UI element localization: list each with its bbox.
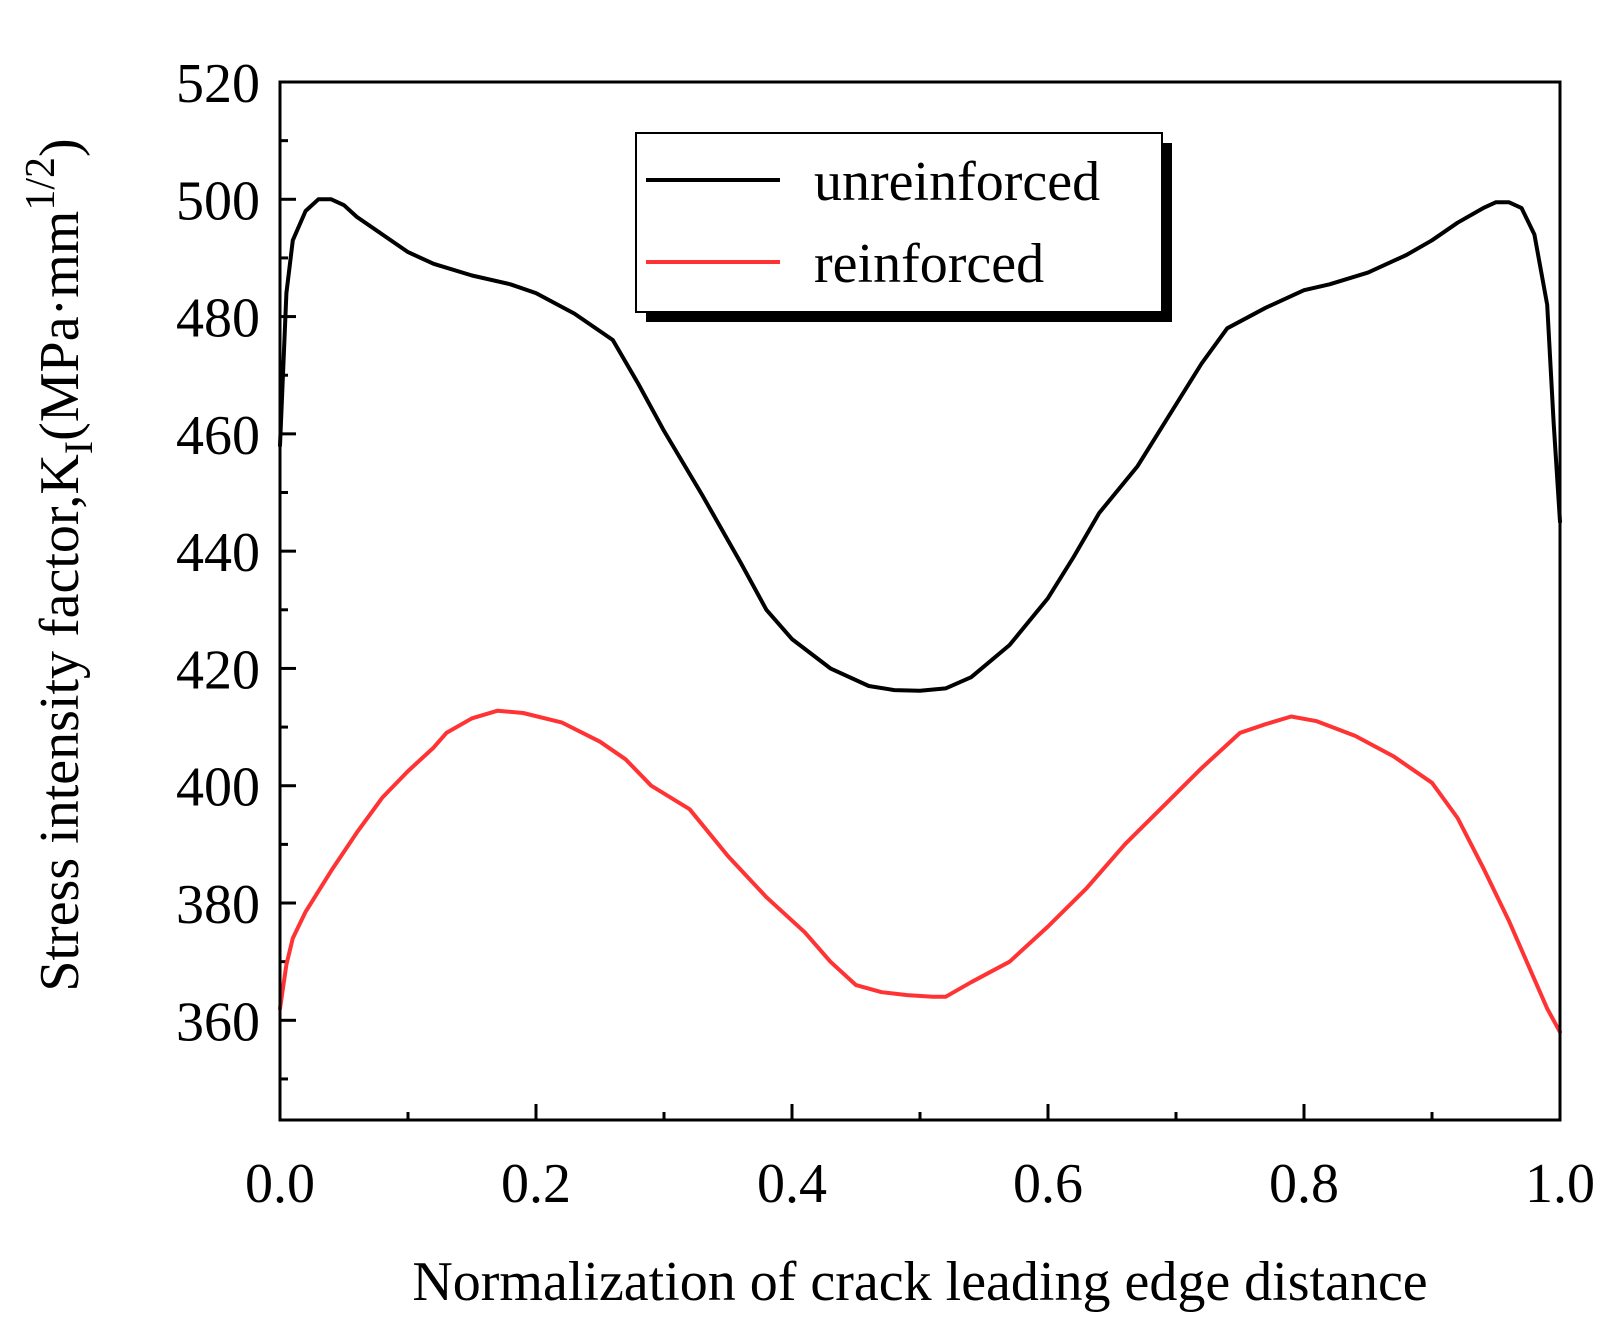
y-tick-label: 360 <box>176 991 260 1053</box>
y-axis-title-subscript: I <box>56 441 101 454</box>
series-line-reinforced <box>278 708 1562 1034</box>
y-tick-label: 380 <box>176 874 260 936</box>
y-axis-title-close: ) <box>29 138 91 157</box>
y-tick-label: 500 <box>176 170 260 232</box>
y-tick-label: 440 <box>176 522 260 584</box>
x-axis-title: Normalization of crack leading edge dist… <box>412 1251 1427 1313</box>
legend-box <box>635 132 1163 313</box>
x-tick-label: 0.4 <box>757 1153 827 1215</box>
x-tick-label: 0.6 <box>1013 1153 1083 1215</box>
y-tick-label: 520 <box>176 53 260 115</box>
plot-area-frame <box>278 80 1562 1122</box>
y-tick-label: 480 <box>176 288 260 350</box>
x-tick-label: 0.2 <box>501 1153 571 1215</box>
series-lines <box>278 197 1562 1034</box>
series-line-unreinforced <box>278 197 1562 693</box>
y-tick-labels: 360 380 400 420 440 460 480 500 520 <box>176 53 260 1053</box>
x-tick-labels: 0.0 0.2 0.4 0.6 0.8 1.0 <box>245 1153 1595 1215</box>
y-axis-title: Stress intensity factor,KI(MPa·mm1/2) <box>18 138 101 991</box>
x-tick-label: 0.0 <box>245 1153 315 1215</box>
y-axis-title-main: Stress intensity factor,K <box>29 454 91 991</box>
legend-label-unreinforced: unreinforced <box>814 151 1100 213</box>
y-axis-title-unit: (MPa·mm <box>29 211 91 441</box>
y-tick-label: 460 <box>176 405 260 467</box>
x-tick-label: 0.8 <box>1269 1153 1339 1215</box>
y-tick-label: 400 <box>176 757 260 819</box>
y-axis-title-superscript: 1/2 <box>18 157 64 211</box>
legend-label-reinforced: reinforced <box>814 233 1044 295</box>
x-tick-label: 1.0 <box>1525 1153 1595 1215</box>
y-tick-label: 420 <box>176 639 260 701</box>
legend: unreinforced reinforced <box>635 132 1172 322</box>
